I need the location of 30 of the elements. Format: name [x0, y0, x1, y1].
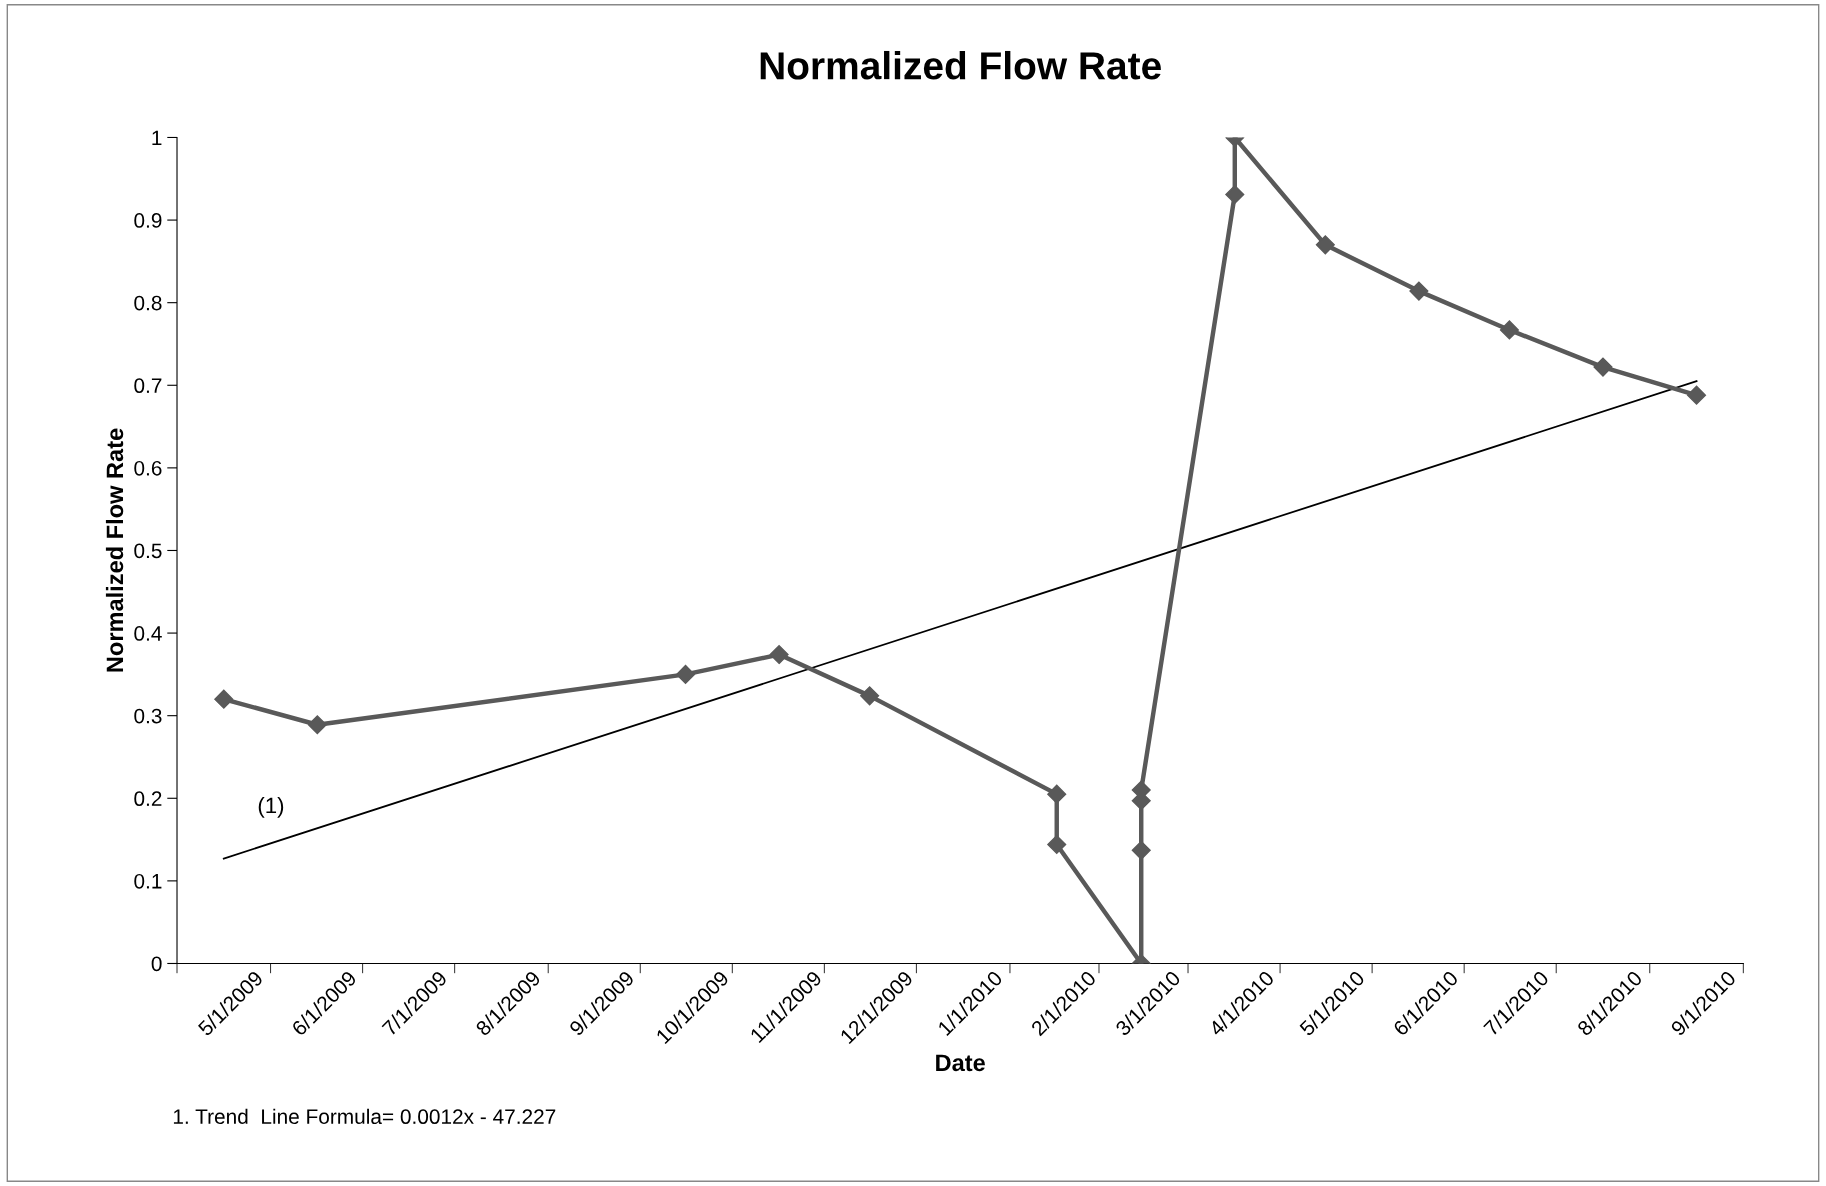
y-tick-label: 0.5: [134, 543, 162, 559]
point: [1225, 184, 1245, 205]
point: [675, 664, 696, 684]
point: [1687, 385, 1707, 405]
y-tick-label: 0.8: [134, 295, 162, 311]
chart-title: Normalized Flow Rate: [760, 50, 1161, 80]
y-tick-label: 1: [152, 130, 162, 146]
point: [307, 715, 327, 735]
point: [1131, 840, 1151, 860]
y-tick-label: 0.7: [134, 378, 162, 394]
y-axis-title: Normalized Flow Rate: [105, 428, 124, 672]
y-tick-label: 0.6: [134, 460, 162, 476]
point: [1499, 320, 1519, 340]
y-tick-label: 0.3: [134, 708, 162, 724]
y-tick-label: 0: [151, 956, 162, 972]
y-tick-label: 0.2: [134, 791, 162, 807]
text: 1. Trend Line Formula= 0.0012x - 47.227: [173, 1108, 556, 1125]
y-tick-label: 0.9: [134, 213, 162, 228]
point: [1315, 235, 1335, 255]
annotation: (1): [258, 797, 284, 818]
point: [1409, 281, 1429, 301]
y-tick-label: 0.4: [134, 626, 162, 641]
point: [1047, 784, 1067, 804]
point: [214, 689, 234, 709]
point: [1047, 835, 1067, 855]
point: [860, 686, 880, 706]
x-axis-title: Date: [936, 1054, 985, 1072]
point: [769, 645, 789, 665]
point: [1593, 357, 1613, 377]
y-tick-label: 0.1: [134, 873, 162, 889]
